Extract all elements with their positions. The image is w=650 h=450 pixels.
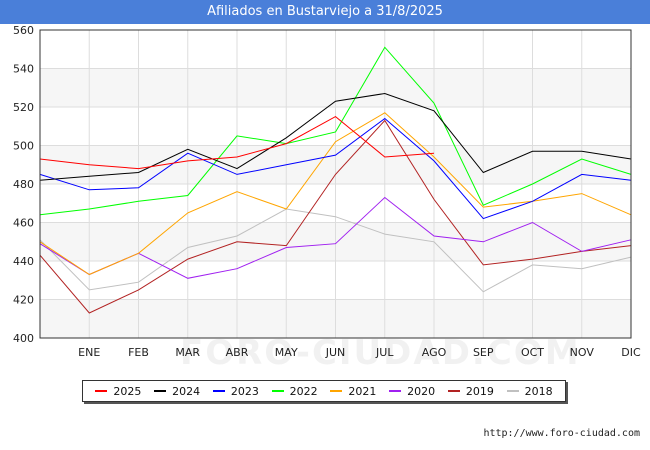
x-axis-ticks: ENE FEB MAR ABR MAY JUN JUL AGO SEP OCT NOV DIC (78, 346, 641, 359)
series-line-2024 (39, 92, 632, 181)
series-line-2025 (39, 115, 435, 170)
legend-swatch (506, 390, 519, 392)
y-tick-label: 520 (13, 101, 34, 114)
x-tick-label: AGO (422, 346, 447, 359)
y-tick-label: 440 (13, 255, 34, 268)
y-axis-ticks: 400 420 440 460 480 500 520 540 560 (13, 24, 34, 345)
legend-swatch (447, 390, 460, 392)
legend-item-2025: 2025 (95, 385, 141, 398)
legend-label: 2020 (407, 384, 436, 398)
legend-swatch (389, 390, 402, 392)
series-lines (39, 46, 632, 314)
x-tick-label: NOV (570, 346, 595, 359)
legend-item-2019: 2019 (447, 384, 494, 398)
legend: 2025 2024 2023 2022 2021 2020 2019 2018 (82, 380, 566, 402)
y-tick-label: 540 (13, 63, 34, 76)
x-tick-label: ENE (78, 346, 100, 359)
source-footer: http://www.foro-ciudad.com (483, 428, 640, 439)
legend-label: 2019 (465, 384, 494, 398)
legend-label: 2018 (524, 384, 553, 398)
legend-swatch (154, 390, 167, 392)
legend-item-2018: 2018 (506, 384, 553, 398)
y-tick-label: 560 (13, 24, 34, 37)
legend-item-2021: 2021 (330, 385, 376, 398)
legend-item-2024: 2024 (154, 385, 200, 398)
x-tick-label: DIC (621, 346, 641, 359)
x-tick-label: FEB (128, 346, 149, 359)
legend-label: 2021 (348, 384, 377, 398)
chart-title: Afiliados en Bustarviejo a 31/8/2025 (0, 0, 650, 24)
legend-swatch (330, 390, 343, 392)
plot-frame (39, 29, 632, 339)
legend-swatch (271, 390, 284, 392)
y-tick-label: 420 (13, 294, 34, 307)
legend-item-2020: 2020 (389, 385, 435, 398)
watermark: FORO-CIUDAD.COM (180, 333, 581, 373)
legend-swatch (212, 390, 225, 392)
y-tick-label: 480 (13, 178, 34, 191)
x-tick-label: SEP (473, 346, 494, 359)
x-tick-label: MAY (275, 346, 298, 359)
x-tick-label: JUN (325, 346, 346, 359)
series-line-2023 (39, 117, 632, 220)
series-line-2022 (39, 46, 632, 216)
x-tick-label: JUL (375, 346, 394, 359)
x-tick-label: OCT (521, 346, 544, 359)
series-line-2018 (39, 208, 632, 293)
legend-item-2023: 2023 (212, 384, 259, 398)
legend-label: 2024 (172, 384, 201, 398)
x-tick-label: MAR (175, 346, 200, 359)
legend-item-2022: 2022 (271, 384, 318, 398)
legend-swatch (95, 390, 108, 392)
legend-label: 2023 (230, 384, 259, 398)
y-tick-label: 460 (13, 217, 34, 230)
x-tick-label: ABR (226, 346, 249, 359)
legend-label: 2022 (289, 384, 318, 398)
legend-label: 2025 (113, 384, 142, 398)
series-line-2019 (39, 119, 632, 314)
y-tick-label: 500 (13, 140, 34, 153)
y-tick-label: 400 (13, 332, 34, 345)
